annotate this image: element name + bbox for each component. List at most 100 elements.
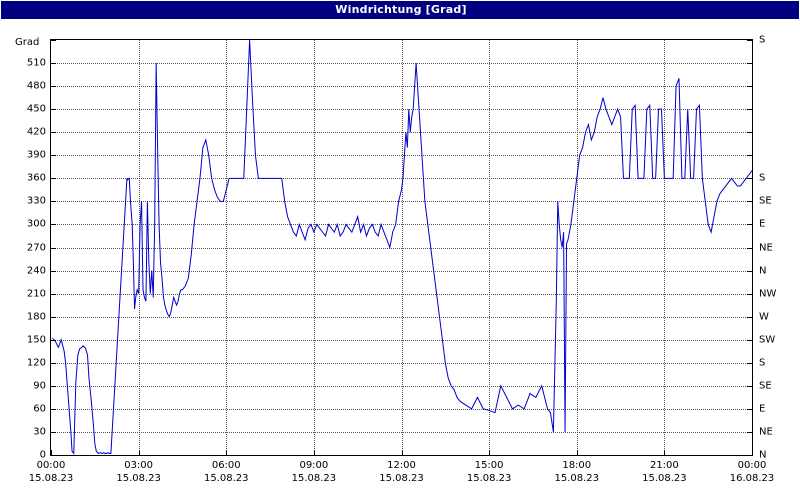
y-axis-label-right: E [759, 218, 766, 230]
x-axis-label-time: 00:00 [36, 460, 66, 471]
y-tick-left [51, 63, 56, 65]
y-tick-right [747, 293, 752, 295]
y-axis-label-left: 150 [26, 334, 46, 346]
y-tick-left [51, 201, 56, 203]
y-axis-label-right: N [759, 449, 767, 461]
y-axis-label-left: 60 [33, 403, 46, 415]
x-axis-label-date: 15.08.23 [28, 473, 74, 484]
x-axis-label-date: 15.08.23 [379, 473, 424, 484]
y-tick-right [747, 408, 752, 410]
y-tick-left [51, 155, 56, 157]
y-tick-left [51, 316, 56, 318]
y-axis-label-right: SE [759, 380, 772, 392]
y-tick-left [51, 293, 56, 295]
y-axis-label-left: 450 [26, 103, 46, 115]
y-axis-label-left: 420 [26, 126, 46, 138]
y-tick-left [51, 455, 56, 456]
y-tick-right [747, 132, 752, 134]
y-tick-right [747, 155, 752, 157]
y-tick-left [51, 178, 56, 180]
y-tick-left [51, 40, 56, 41]
y-tick-right [747, 109, 752, 111]
y-tick-left [51, 224, 56, 226]
y-axis-label-left: 510 [26, 57, 46, 69]
x-tick [313, 450, 315, 455]
x-axis-label-time: 03:00 [124, 460, 154, 471]
y-tick-right [747, 362, 752, 364]
window-title-bar: Windrichtung [Grad] [1, 1, 799, 19]
y-tick-left [51, 86, 56, 88]
y-tick-left [51, 270, 56, 272]
y-tick-left [51, 339, 56, 341]
gridline-vertical [313, 40, 315, 455]
x-tick [489, 450, 491, 455]
y-tick-left [51, 431, 56, 433]
y-axis-label-right: SE [759, 195, 772, 207]
y-axis-label-right: S [759, 172, 766, 184]
y-axis-label-right: S [759, 357, 766, 369]
gridline-vertical [226, 40, 228, 455]
y-tick-right [747, 63, 752, 65]
y-axis-label-left: 30 [33, 426, 46, 438]
y-axis-unit-label: Grad [15, 37, 40, 48]
gridline-vertical [664, 40, 666, 455]
y-axis-label-right: W [759, 311, 769, 323]
x-axis-label-date: 15.08.23 [642, 473, 687, 484]
y-axis-label-left: 390 [26, 149, 46, 161]
x-tick [401, 450, 403, 455]
y-axis-label-left: 90 [33, 380, 46, 392]
y-axis-label-left: 270 [26, 242, 46, 253]
y-tick-right [747, 385, 752, 387]
y-tick-left [51, 362, 56, 364]
x-axis-label-date: 15.08.23 [291, 473, 337, 484]
y-axis-label-left: 0 [39, 449, 46, 461]
y-tick-right [747, 224, 752, 226]
y-tick-left [51, 247, 56, 249]
x-axis-label-time: 06:00 [211, 460, 241, 471]
x-tick [752, 450, 753, 455]
y-tick-right [747, 86, 752, 88]
x-axis-label-time: 09:00 [299, 460, 329, 471]
x-tick [51, 450, 52, 455]
y-tick-right [747, 201, 752, 203]
y-tick-right [747, 178, 752, 180]
y-tick-right [747, 339, 752, 341]
x-axis-label-date: 15.08.23 [554, 473, 600, 484]
x-axis-label-date: 16.08.23 [729, 473, 775, 484]
series-line-windrichtung [52, 40, 752, 455]
y-axis-label-right: NE [759, 242, 773, 253]
y-axis-label-left: 180 [26, 311, 46, 323]
x-tick [576, 450, 578, 455]
gridline-vertical [401, 40, 403, 455]
y-axis-label-left: 480 [26, 80, 46, 92]
y-axis-label-right: N [759, 265, 767, 277]
x-tick [138, 450, 140, 455]
y-axis-label-right: NW [759, 288, 777, 300]
y-tick-left [51, 385, 56, 387]
y-axis-label-left: 360 [26, 172, 46, 184]
x-axis-label-time: 12:00 [387, 460, 416, 471]
y-axis-label-left: 210 [26, 288, 46, 300]
y-tick-right [747, 40, 752, 41]
y-tick-left [51, 408, 56, 410]
x-axis-label-date: 15.08.23 [116, 473, 161, 484]
x-axis-label-time: 18:00 [562, 460, 592, 471]
y-tick-left [51, 109, 56, 111]
y-axis-label-left: 330 [26, 195, 46, 207]
y-tick-right [747, 455, 752, 456]
gridline-vertical [576, 40, 578, 455]
y-tick-left [51, 132, 56, 134]
x-axis-label-date: 15.08.23 [203, 473, 249, 484]
y-axis-label-right: E [759, 403, 766, 415]
x-axis-label-time: 21:00 [649, 460, 679, 471]
y-axis-label-left: 240 [26, 265, 46, 277]
window-title: Windrichtung [Grad] [335, 3, 467, 16]
y-axis-label-right: NE [759, 426, 773, 438]
x-tick [226, 450, 228, 455]
gridline-vertical [489, 40, 491, 455]
plot-area [50, 39, 753, 456]
x-axis-label-time: 00:00 [737, 460, 767, 471]
x-axis-label-time: 15:00 [474, 460, 504, 471]
y-axis-label-left: 120 [26, 357, 46, 369]
